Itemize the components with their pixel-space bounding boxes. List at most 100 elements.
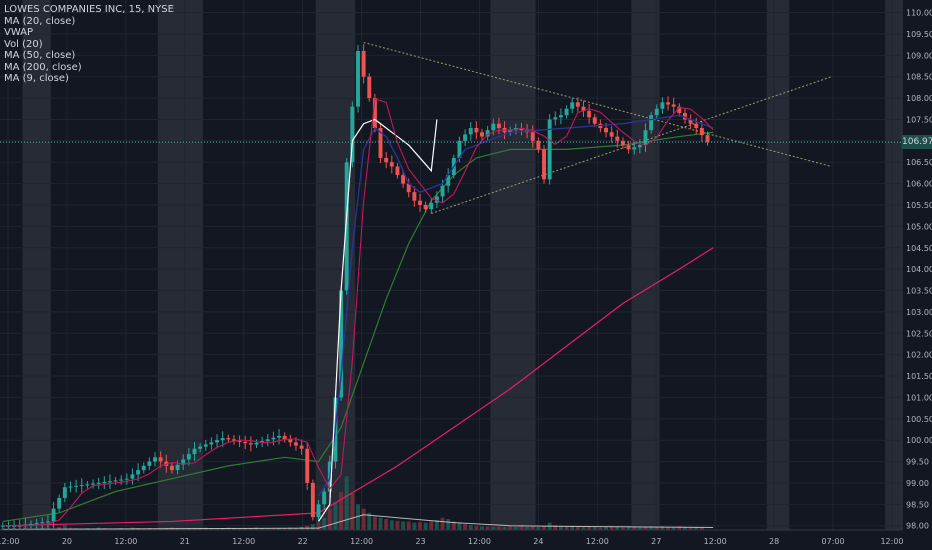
candle-body xyxy=(288,439,293,443)
volume-bar xyxy=(553,525,558,530)
volume-bar xyxy=(333,502,338,530)
candle-body xyxy=(429,202,434,210)
candle-body xyxy=(530,132,535,141)
candle-body xyxy=(620,140,625,146)
candle-body xyxy=(418,200,422,205)
legend-vwap: VWAP xyxy=(4,27,34,38)
candle-body xyxy=(57,497,62,509)
y-tick-label: 105.00 xyxy=(906,222,932,231)
volume-bar xyxy=(231,528,236,530)
x-tick-label: 20 xyxy=(62,537,72,546)
volume-bar xyxy=(316,522,321,530)
volume-bar xyxy=(632,526,637,530)
volume-bar xyxy=(293,528,298,530)
volume-bar xyxy=(248,528,253,530)
volume-bar xyxy=(215,528,220,530)
volume-bar xyxy=(570,525,575,530)
candle-body xyxy=(198,446,203,449)
candle-body xyxy=(124,478,129,480)
candle-body xyxy=(496,123,501,129)
y-tick-label: 101.50 xyxy=(906,372,932,381)
candle-body xyxy=(147,461,152,466)
candle-body xyxy=(153,457,158,462)
volume-bar xyxy=(671,527,676,530)
volume-bar xyxy=(542,525,546,530)
volume-bar xyxy=(282,528,287,530)
candle-body xyxy=(367,76,372,99)
volume-bar xyxy=(384,519,389,530)
candle-body xyxy=(609,132,614,137)
candle-body xyxy=(434,196,439,203)
candle-body xyxy=(440,185,445,197)
candle-body xyxy=(209,442,214,445)
x-tick-label: 12:00 xyxy=(468,537,491,546)
candle-body xyxy=(237,440,242,442)
candle-body xyxy=(688,119,693,124)
volume-bar xyxy=(677,526,682,530)
y-tick-label: 98.00 xyxy=(906,522,929,531)
candle-body xyxy=(457,140,462,158)
volume-bar xyxy=(643,526,648,530)
candle-body xyxy=(547,119,552,180)
candle-body xyxy=(322,491,327,505)
candle-body xyxy=(339,290,344,398)
candle-body xyxy=(136,470,141,475)
candle-body xyxy=(519,128,524,131)
candle-body xyxy=(604,128,609,133)
volume-bar xyxy=(265,528,270,530)
y-tick-label: 107.50 xyxy=(906,115,932,124)
candle-body xyxy=(220,438,225,441)
candle-body xyxy=(564,108,569,116)
candle-body xyxy=(181,459,186,465)
volume-bar xyxy=(446,519,451,530)
candle-body xyxy=(491,123,496,131)
volume-bar xyxy=(220,528,225,530)
x-tick-label: 12:00 xyxy=(114,537,137,546)
volume-bar xyxy=(181,528,186,530)
volume-bar xyxy=(558,526,563,530)
candle-body xyxy=(474,128,479,133)
candle-body xyxy=(542,149,546,180)
volume-bar xyxy=(598,527,603,530)
volume-bar xyxy=(474,525,479,530)
candle-body xyxy=(310,482,315,518)
volume-bar xyxy=(322,517,327,530)
volume-bar xyxy=(271,528,276,530)
volume-bar xyxy=(361,508,366,530)
candle-body xyxy=(677,106,682,114)
candle-body xyxy=(248,443,253,445)
volume-bar xyxy=(581,526,586,530)
y-tick-label: 100.00 xyxy=(906,436,932,445)
candle-body xyxy=(141,465,146,471)
volume-bar xyxy=(260,528,265,530)
candle-body xyxy=(480,132,484,137)
candle-body xyxy=(643,130,648,146)
candle-body xyxy=(372,98,377,129)
candle-body xyxy=(350,106,355,163)
volume-bar xyxy=(339,492,344,530)
candle-body xyxy=(536,140,541,150)
volume-bar xyxy=(277,528,282,530)
x-tick-label: 12:00 xyxy=(350,537,373,546)
candle-body xyxy=(406,183,411,193)
y-tick-label: 101.00 xyxy=(906,393,932,402)
price-axis-panel xyxy=(902,0,932,550)
candle-body xyxy=(699,128,704,136)
candle-body xyxy=(660,102,665,109)
candle-body xyxy=(395,166,400,176)
y-tick-label: 104.00 xyxy=(906,265,932,274)
legend-volume: Vol (20) xyxy=(4,38,43,50)
ma9-line xyxy=(2,98,714,527)
ma50-line xyxy=(2,131,714,523)
candle-body xyxy=(243,441,248,444)
candle-body xyxy=(666,102,671,105)
volume-bar xyxy=(378,517,383,530)
candle-body xyxy=(203,444,208,447)
candle-body xyxy=(293,442,298,446)
volume-bar xyxy=(350,493,355,530)
volume-bar xyxy=(654,526,659,530)
current-price-label: 106.97 xyxy=(902,135,932,150)
candle-body xyxy=(74,485,79,487)
